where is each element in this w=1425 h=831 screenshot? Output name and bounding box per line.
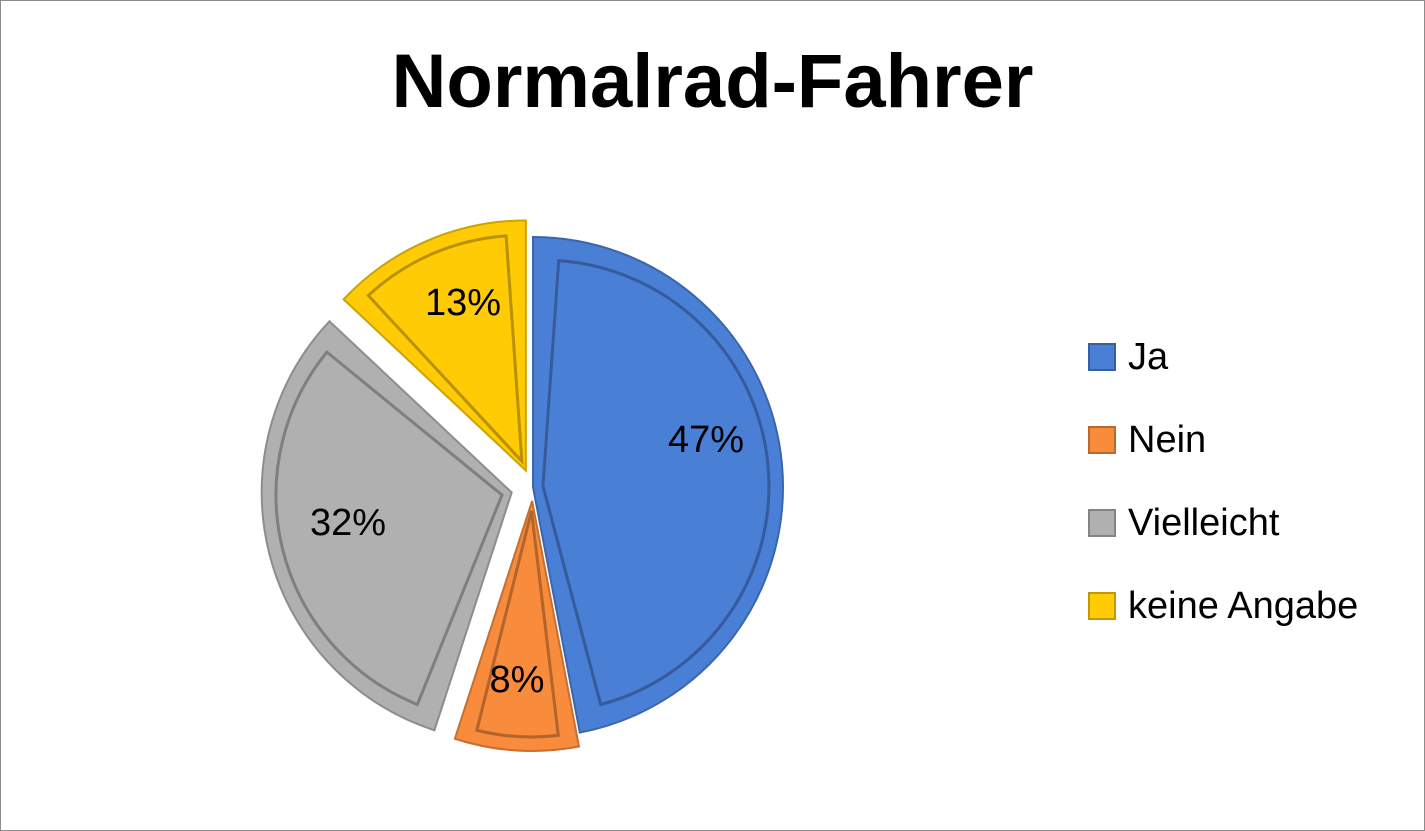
pie-slice-bevel-ja [541,259,771,707]
data-label-keine-angabe: 13% [425,282,501,324]
legend-item-vielleicht: Vielleicht [1088,501,1358,544]
legend: Ja Nein Vielleicht keine Angabe [1088,335,1359,669]
legend-swatch-vielleicht [1088,509,1116,537]
pie-slice-bevel-keine-angabe [366,234,524,466]
pie-slice-bevel-vielleicht [274,350,504,707]
pie-slice-bevel-nein [475,510,560,739]
legend-swatch-ja [1088,343,1116,371]
pie-slice-keine-angabe [342,219,527,473]
legend-item-keine-angabe: keine Angabe [1088,584,1359,627]
data-label-ja: 47% [668,419,744,461]
data-label-nein: 8% [490,659,545,701]
legend-label-nein: Nein [1128,418,1207,461]
legend-item-ja: Ja [1088,335,1358,378]
legend-label-ja: Ja [1128,335,1169,378]
legend-swatch-nein [1088,426,1116,454]
legend-label-vielleicht: Vielleicht [1128,501,1280,544]
data-label-vielleicht: 32% [310,502,386,544]
chart-title: Normalrad-Fahrer [391,39,1034,124]
legend-swatch-keine-angabe [1088,592,1116,620]
pie-slice-ja [532,235,784,734]
legend-label-keine-angabe: keine Angabe [1128,584,1359,627]
legend-item-nein: Nein [1088,418,1358,461]
